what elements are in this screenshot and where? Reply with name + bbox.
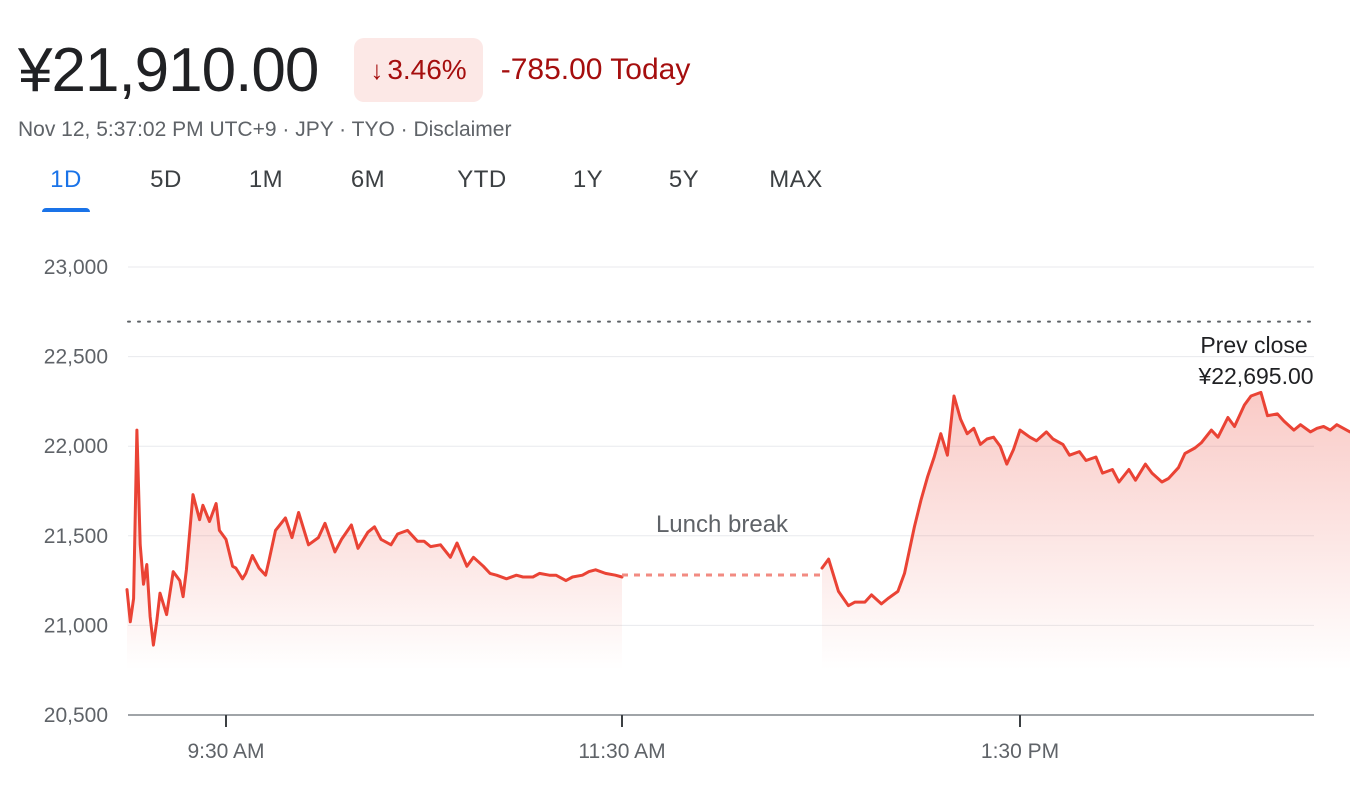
y-tick-label: 21,000 — [44, 614, 108, 637]
tab-1y[interactable]: 1Y — [564, 166, 612, 210]
current-price: ¥21,910.00 — [18, 35, 318, 106]
quote-header: ¥21,910.00 ↓ 3.46% -785.00 Today — [18, 30, 690, 110]
tab-1d[interactable]: 1D — [42, 166, 90, 210]
tab-5y[interactable]: 5Y — [660, 166, 708, 210]
tab-ytd[interactable]: YTD — [448, 166, 516, 210]
intraday-chart[interactable]: Lunch break Prev close ¥22,695.00 20,500 21… — [0, 230, 1350, 780]
price-area-segment — [127, 430, 622, 670]
tab-label: 1Y — [573, 166, 603, 193]
quote-meta: Nov 12, 5:37:02 PM UTC+9 · JPY · TYO · D… — [18, 118, 511, 142]
x-tick-label: 1:30 PM — [981, 740, 1059, 763]
disclaimer-link[interactable]: Disclaimer — [413, 118, 511, 141]
price-area-segment — [822, 392, 1350, 670]
lunch-break-label: Lunch break — [656, 511, 789, 538]
y-tick-label: 23,000 — [44, 256, 108, 279]
x-tick-label: 11:30 AM — [578, 740, 665, 763]
tab-label: YTD — [457, 166, 507, 193]
active-tab-indicator — [42, 208, 90, 212]
tab-label: 6M — [351, 166, 385, 193]
x-tick-label: 9:30 AM — [187, 740, 264, 763]
y-tick-label: 22,500 — [44, 346, 108, 369]
tab-max[interactable]: MAX — [758, 166, 834, 210]
prev-close-label: Prev close — [1200, 332, 1307, 358]
tab-5d[interactable]: 5D — [142, 166, 190, 210]
prev-close-value: ¥22,695.00 — [1197, 363, 1313, 389]
tab-label: 5Y — [669, 166, 699, 193]
change-percent-value: 3.46% — [387, 54, 466, 86]
tab-label: 5D — [150, 166, 182, 193]
y-tick-label: 21,500 — [44, 525, 108, 548]
tab-label: MAX — [769, 166, 823, 193]
quote-meta-text: Nov 12, 5:37:02 PM UTC+9 · JPY · TYO · — [18, 118, 413, 141]
tab-6m[interactable]: 6M — [344, 166, 392, 210]
change-today: -785.00 Today — [501, 53, 691, 87]
change-percent-badge: ↓ 3.46% — [354, 38, 482, 102]
y-tick-label: 20,500 — [44, 704, 108, 727]
tab-label: 1M — [249, 166, 283, 193]
tab-label: 1D — [50, 166, 82, 193]
tab-1m[interactable]: 1M — [242, 166, 290, 210]
arrow-down-icon: ↓ — [370, 55, 383, 86]
y-tick-label: 22,000 — [44, 435, 108, 458]
